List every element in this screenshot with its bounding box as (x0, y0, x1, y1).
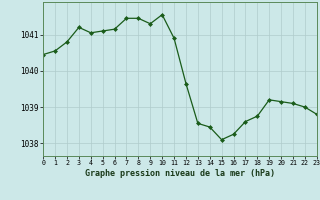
X-axis label: Graphe pression niveau de la mer (hPa): Graphe pression niveau de la mer (hPa) (85, 169, 275, 178)
